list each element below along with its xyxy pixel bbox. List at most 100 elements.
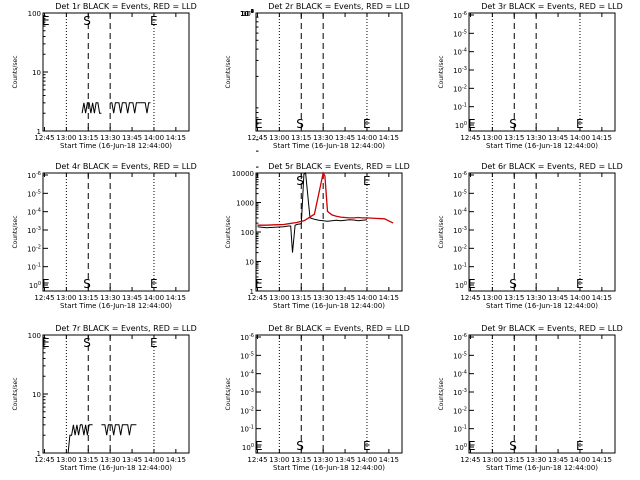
y-tick-label: 10-6 [453,171,467,180]
panel-title: Det 6r BLACK = Events, RED = LLD [481,162,623,171]
x-axis-label: Start Time (16-Jun-18 12:44:00) [486,464,598,472]
x-tick-label: 14:00 [570,294,590,302]
x-tick-label: 12:45 [460,294,480,302]
event-end-marker: E [150,14,158,28]
x-tick-label: 12:45 [34,456,54,464]
x-tick-label: 13:15 [504,134,524,142]
y-axis-label: Counts/sec [12,215,19,248]
y-tick-label: 10 [32,69,41,77]
y-tick-label: 100 [241,229,254,237]
y-tick-label: 10-5 [453,351,467,360]
x-tick-label: 13:00 [269,456,289,464]
saa-marker: S [509,277,517,291]
x-axis-label: Start Time (16-Jun-18 12:44:00) [273,302,385,310]
y-tick-label: 100 [455,443,467,452]
event-start-marker: E [468,277,476,291]
saa-marker: S [83,14,91,28]
x-tick-label: 13:00 [56,456,76,464]
y-tick-label: 10-5 [240,9,254,18]
event-start-marker: E [468,439,476,453]
x-axis-label: Start Time (16-Jun-18 12:44:00) [486,302,598,310]
y-tick-label: 10 [32,391,41,399]
y-tick-label: 10-2 [240,9,254,18]
panel-title: Det 5r BLACK = Events, RED = LLD [268,162,410,171]
plot-frame [255,334,403,454]
x-tick-label: 14:15 [379,134,399,142]
y-tick-label: 1 [37,450,41,458]
y-tick-label: 10-6 [240,9,254,18]
y-tick-label: 10-4 [240,9,254,18]
x-axis-label: Start Time (16-Jun-18 12:44:00) [60,464,172,472]
y-tick-label: 10-3 [27,226,41,235]
y-tick-label: 10-2 [27,244,41,253]
y-tick-label: 1000 [236,200,254,208]
y-axis-label: Counts/sec [438,377,445,410]
x-tick-label: 13:30 [100,456,120,464]
y-tick-label: 100 [455,121,467,130]
plot-frame [468,334,616,454]
x-tick-label: 13:30 [313,456,333,464]
y-tick-label: 10-6 [240,333,254,342]
x-tick-label: 13:00 [269,134,289,142]
event-start-marker: E [255,277,263,291]
y-axis-label: Counts/sec [438,215,445,248]
y-tick-label: 100 [29,281,41,290]
x-axis-label: Start Time (16-Jun-18 12:44:00) [273,142,385,150]
panel-title: Det 9r BLACK = Events, RED = LLD [481,324,623,333]
y-tick-label: 10-6 [453,11,467,20]
y-tick-label: 10-4 [453,48,467,57]
y-tick-label: 1 [250,288,254,296]
x-tick-label: 12:45 [460,456,480,464]
plot-frame [42,12,190,132]
event-start-marker: E [255,439,263,453]
saa-marker: S [296,117,304,131]
y-tick-label: 100 [455,281,467,290]
panel-title: Det 2r BLACK = Events, RED = LLD [268,2,410,11]
x-tick-label: 13:45 [548,134,568,142]
y-tick-label: 10-3 [453,388,467,397]
x-tick-label: 14:15 [166,456,186,464]
y-axis-label: Counts/sec [438,55,445,88]
y-tick-label: 10-1 [27,263,41,272]
x-tick-label: 13:15 [504,294,524,302]
y-tick-label: 100 [28,332,41,340]
x-tick-label: 13:15 [78,134,98,142]
y-tick-label: 10-4 [27,208,41,217]
y-tick-label: 10-3 [453,66,467,75]
event-start-marker: E [42,14,50,28]
plot-frame [255,12,403,132]
x-tick-label: 13:15 [504,456,524,464]
y-tick-label: 10-1 [453,263,467,272]
x-tick-label: 13:45 [335,294,355,302]
x-tick-label: 13:00 [482,456,502,464]
x-tick-label: 13:45 [548,294,568,302]
x-tick-label: 13:00 [482,294,502,302]
x-tick-label: 13:30 [313,134,333,142]
panel-title: Det 1r BLACK = Events, RED = LLD [55,2,197,11]
plot-frame [468,172,616,292]
y-tick-label: 100 [242,443,254,452]
x-tick-label: 14:00 [144,134,164,142]
saa-marker: S [509,439,517,453]
y-tick-label: 10-1 [453,103,467,112]
event-end-marker: E [576,277,584,291]
x-axis-label: Start Time (16-Jun-18 12:44:00) [60,142,172,150]
y-tick-label: 10-3 [240,9,254,18]
y-tick-label: 10-2 [453,84,467,93]
x-tick-label: 13:00 [56,294,76,302]
series-line-lld [257,171,394,226]
plot-frame [42,172,190,292]
event-end-marker: E [576,439,584,453]
y-tick-label: 10-2 [453,406,467,415]
x-axis-label: Start Time (16-Jun-18 12:44:00) [273,464,385,472]
saa-marker: S [83,336,91,350]
y-tick-label: 10-4 [240,370,254,379]
y-tick-label: 100 [242,9,254,18]
x-tick-label: 13:30 [100,294,120,302]
x-tick-label: 13:15 [291,134,311,142]
